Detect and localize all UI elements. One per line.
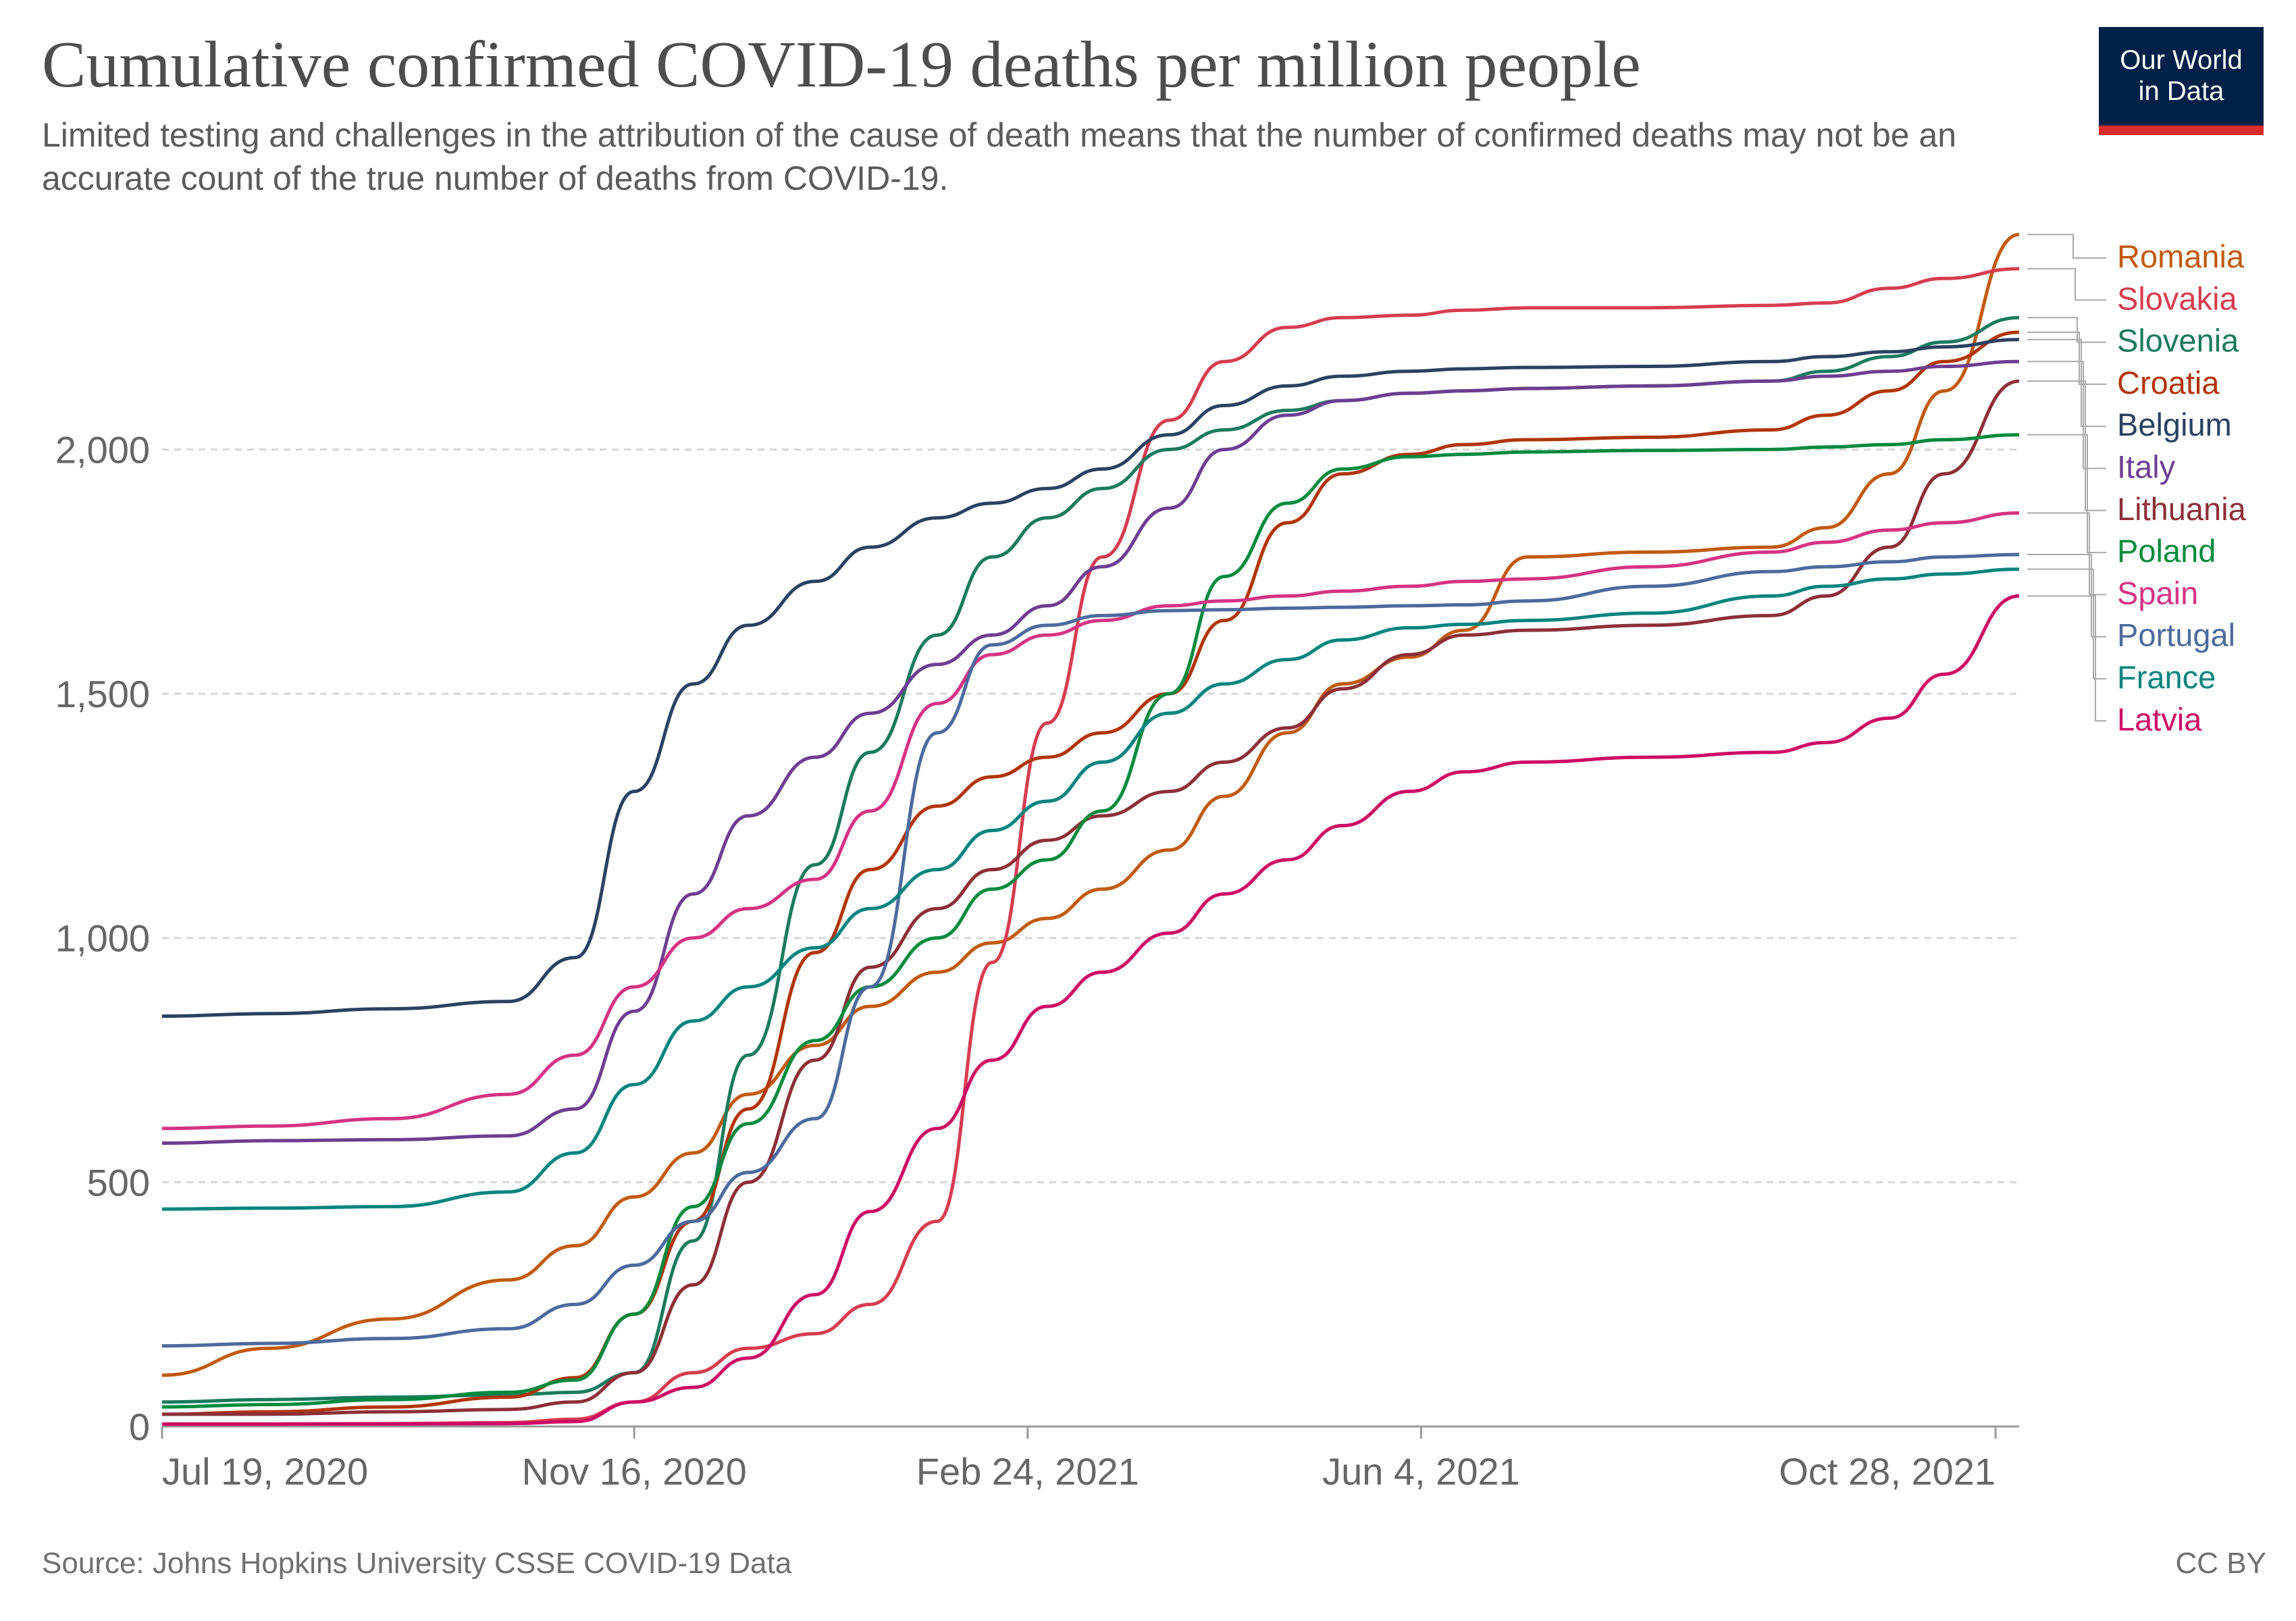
legend-label-france[interactable]: France — [2117, 659, 2216, 695]
series-line-latvia[interactable] — [162, 594, 2020, 1426]
legend-label-croatia[interactable]: Croatia — [2117, 365, 2220, 401]
legend-label-latvia[interactable]: Latvia — [2117, 701, 2202, 737]
logo-line-2: in Data — [2138, 76, 2224, 106]
series-lines — [161, 232, 2020, 1426]
legend-connector — [2027, 512, 2106, 596]
series-line-croatia[interactable] — [161, 330, 2020, 1416]
legend-label-romania[interactable]: Romania — [2117, 238, 2245, 274]
series-line-italy[interactable] — [161, 359, 2020, 1145]
y-tick-label: 1,000 — [55, 917, 150, 960]
series-line-spain[interactable] — [161, 511, 2020, 1131]
x-tick-label: Jul 19, 2020 — [162, 1450, 368, 1493]
logo-line-1: Our World — [2120, 45, 2243, 75]
legend-label-slovenia[interactable]: Slovenia — [2117, 323, 2239, 359]
x-tick-label: Nov 16, 2020 — [522, 1450, 747, 1493]
legend-connector — [2027, 234, 2106, 259]
legend-connector — [2027, 338, 2106, 428]
y-tick-label: 500 — [87, 1161, 150, 1204]
legend-connector — [2027, 380, 2106, 511]
chart-title: Cumulative confirmed COVID-19 deaths per… — [42, 28, 1641, 101]
legend-label-slovakia[interactable]: Slovakia — [2117, 280, 2238, 316]
legend-label-portugal[interactable]: Portugal — [2117, 617, 2235, 653]
license-link[interactable]: CC BY — [2175, 1547, 2266, 1580]
legend-label-belgium[interactable]: Belgium — [2117, 407, 2232, 442]
legend-connector — [2027, 267, 2106, 301]
chart-subtitle: Limited testing and challenges in the at… — [42, 116, 1957, 197]
legend-connector — [2027, 434, 2106, 554]
legend-label-italy[interactable]: Italy — [2117, 449, 2176, 485]
x-tick-label: Oct 28, 2021 — [1779, 1450, 1995, 1493]
series-line-slovenia[interactable] — [161, 315, 2020, 1404]
y-tick-label: 1,500 — [55, 673, 150, 715]
series-line-belgium[interactable] — [161, 338, 2020, 1018]
axes: 0 500 1,000 1,500 2,000 Jul 19, 2020 Nov 16, 2… — [55, 428, 2019, 1493]
owid-logo[interactable]: Our World in Data — [2099, 27, 2264, 135]
series-line-poland[interactable] — [161, 433, 2020, 1409]
series-line-france[interactable] — [161, 567, 2020, 1211]
legend-connector — [2027, 317, 2106, 343]
legend-connector — [2027, 331, 2106, 385]
legend-connector — [2027, 595, 2106, 722]
series-line-lithuania[interactable] — [161, 379, 2020, 1416]
series-line-portugal[interactable] — [161, 552, 2020, 1348]
source-note[interactable]: Source: Johns Hopkins University CSSE CO… — [42, 1547, 792, 1580]
y-tick-label: 2,000 — [55, 428, 150, 471]
x-tick-label: Feb 24, 2021 — [916, 1450, 1139, 1493]
legend-label-lithuania[interactable]: Lithuania — [2117, 491, 2247, 527]
series-line-slovakia[interactable] — [162, 267, 2020, 1426]
legend-connector — [2027, 361, 2106, 469]
x-tick-label: Jun 4, 2021 — [1322, 1450, 1520, 1493]
series-line-romania[interactable] — [161, 232, 2020, 1377]
y-tick-label: 0 — [129, 1406, 150, 1448]
legend-connector — [2027, 568, 2106, 679]
legend-label-poland[interactable]: Poland — [2117, 533, 2216, 569]
legend: Romania Slovakia Slovenia Croatia Belgium Ita… — [2027, 234, 2247, 737]
legend-label-spain[interactable]: Spain — [2117, 575, 2198, 611]
